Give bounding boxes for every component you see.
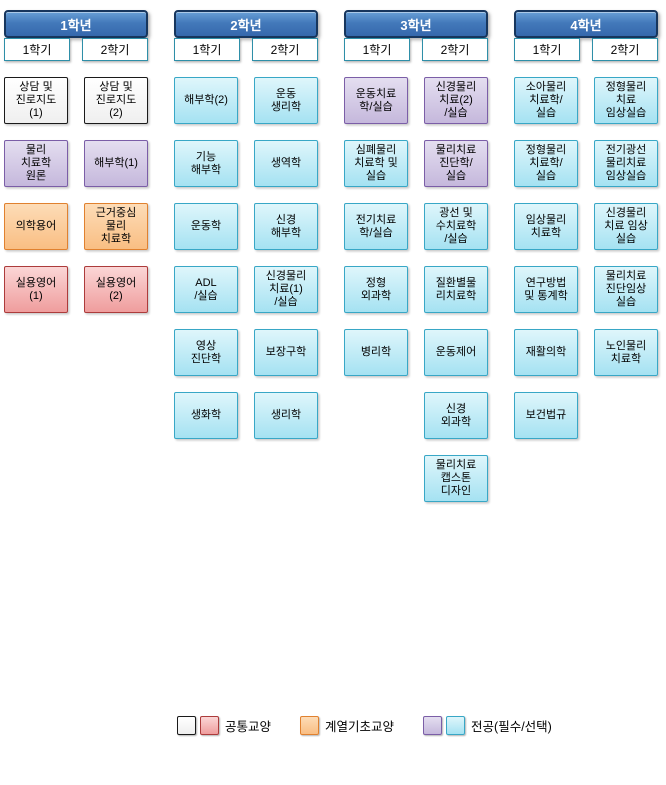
course-box: 신경 해부학 xyxy=(254,203,318,250)
year-3-column: 3학년 1학기 2학기 운동치료 학/실습 심폐물리 치료학 및 실습 전기치료… xyxy=(344,10,488,502)
year-4-column: 4학년 1학기 2학기 소아물리 치료학/ 실습 정형물리 치료학/ 실습 임상… xyxy=(514,10,658,439)
course-box: 의학용어 xyxy=(4,203,68,250)
course-box: 보건법규 xyxy=(514,392,578,439)
course-box: 기능 해부학 xyxy=(174,140,238,187)
course-box: 물리치료 진단임상 실습 xyxy=(594,266,658,313)
course-box: 전기광선 물리치료 임상실습 xyxy=(594,140,658,187)
year-1-header: 1학년 xyxy=(4,10,148,38)
year-3-semester-1-tab: 1학기 xyxy=(344,38,410,61)
course-box: 심폐물리 치료학 및 실습 xyxy=(344,140,408,187)
course-box: 운동치료 학/실습 xyxy=(344,77,408,124)
year-4-semester-tabs: 1학기 2학기 xyxy=(514,38,658,61)
course-box: 임상물리 치료학 xyxy=(514,203,578,250)
course-box: 물리치료 진단학/ 실습 xyxy=(424,140,488,187)
year-1-semester-1-tab: 1학기 xyxy=(4,38,70,61)
course-box: 연구방법 및 통계학 xyxy=(514,266,578,313)
course-box: 생역학 xyxy=(254,140,318,187)
legend-label: 전공(필수/선택) xyxy=(471,720,552,734)
course-box: 신경 외과학 xyxy=(424,392,488,439)
year-3-semester-2-tab: 2학기 xyxy=(422,38,488,61)
year-4-semester-2-tab: 2학기 xyxy=(592,38,658,61)
course-box: 신경물리 치료(1) /실습 xyxy=(254,266,318,313)
year-2-semester-2-courses: 운동 생리학 생역학 신경 해부학 신경물리 치료(1) /실습 보장구학 생리… xyxy=(254,77,318,439)
course-box: 질환별물 리치료학 xyxy=(424,266,488,313)
year-4-header: 4학년 xyxy=(514,10,658,38)
year-3-header: 3학년 xyxy=(344,10,488,38)
course-box: 운동학 xyxy=(174,203,238,250)
year-2-semester-1-tab: 1학기 xyxy=(174,38,240,61)
legend-swatch-common-white xyxy=(177,716,196,735)
year-3-semester-2-courses: 신경물리 치료(2) /실습 물리치료 진단학/ 실습 광선 및 수치료학 /실… xyxy=(424,77,488,502)
year-2-column: 2학년 1학기 2학기 해부학(2) 기능 해부학 운동학 ADL /실습 영상… xyxy=(174,10,318,439)
course-box: 재활의학 xyxy=(514,329,578,376)
year-4-semester-1-tab: 1학기 xyxy=(514,38,580,61)
course-box: 병리학 xyxy=(344,329,408,376)
legend: 공통교양 계열기초교양 전공(필수/선택) xyxy=(177,716,552,735)
year-2-semester-2-tab: 2학기 xyxy=(252,38,318,61)
course-box: 소아물리 치료학/ 실습 xyxy=(514,77,578,124)
course-box: 영상 진단학 xyxy=(174,329,238,376)
year-4-semester-1-courses: 소아물리 치료학/ 실습 정형물리 치료학/ 실습 임상물리 치료학 연구방법 … xyxy=(514,77,578,439)
year-3-semester-tabs: 1학기 2학기 xyxy=(344,38,488,61)
year-4-courses: 소아물리 치료학/ 실습 정형물리 치료학/ 실습 임상물리 치료학 연구방법 … xyxy=(514,77,658,439)
legend-swatch-basic-orange xyxy=(300,716,320,735)
course-box: 물리 치료학 원론 xyxy=(4,140,68,187)
course-box: 신경물리 치료(2) /실습 xyxy=(424,77,488,124)
course-box: ADL /실습 xyxy=(174,266,238,313)
year-1-courses: 상담 및 진로지도 (1) 물리 치료학 원론 의학용어 실용영어 (1) 상담… xyxy=(4,77,148,313)
course-box: 광선 및 수치료학 /실습 xyxy=(424,203,488,250)
course-box: 운동제어 xyxy=(424,329,488,376)
year-2-semester-tabs: 1학기 2학기 xyxy=(174,38,318,61)
legend-group-common: 공통교양 xyxy=(177,716,271,735)
course-box: 생리학 xyxy=(254,392,318,439)
course-box: 보장구학 xyxy=(254,329,318,376)
year-4-semester-2-courses: 정형물리 치료 임상실습 전기광선 물리치료 임상실습 신경물리 치료 임상 실… xyxy=(594,77,658,439)
course-box: 실용영어 (1) xyxy=(4,266,68,313)
year-2-semester-1-courses: 해부학(2) 기능 해부학 운동학 ADL /실습 영상 진단학 생화학 xyxy=(174,77,238,439)
course-box: 생화학 xyxy=(174,392,238,439)
course-box: 근거중심 물리 치료학 xyxy=(84,203,148,250)
legend-swatch-major-cyan xyxy=(446,716,466,735)
course-box: 실용영어 (2) xyxy=(84,266,148,313)
year-3-courses: 운동치료 학/실습 심폐물리 치료학 및 실습 전기치료 학/실습 정형 외과학… xyxy=(344,77,488,502)
year-1-semester-1-courses: 상담 및 진로지도 (1) 물리 치료학 원론 의학용어 실용영어 (1) xyxy=(4,77,68,313)
course-box: 물리치료 캡스톤 디자인 xyxy=(424,455,488,502)
course-box: 해부학(1) xyxy=(84,140,148,187)
legend-label: 계열기초교양 xyxy=(325,720,395,734)
legend-swatch-common-pink xyxy=(200,716,219,735)
course-box: 전기치료 학/실습 xyxy=(344,203,408,250)
year-1-column: 1학년 1학기 2학기 상담 및 진로지도 (1) 물리 치료학 원론 의학용어… xyxy=(4,10,148,313)
course-box: 정형 외과학 xyxy=(344,266,408,313)
legend-group-major: 전공(필수/선택) xyxy=(423,716,552,735)
year-1-semester-2-courses: 상담 및 진로지도 (2) 해부학(1) 근거중심 물리 치료학 실용영어 (2… xyxy=(84,77,148,313)
year-1-semester-2-tab: 2학기 xyxy=(82,38,148,61)
course-box: 정형물리 치료학/ 실습 xyxy=(514,140,578,187)
year-2-courses: 해부학(2) 기능 해부학 운동학 ADL /실습 영상 진단학 생화학 운동 … xyxy=(174,77,318,439)
course-box: 신경물리 치료 임상 실습 xyxy=(594,203,658,250)
course-box: 상담 및 진로지도 (2) xyxy=(84,77,148,124)
year-1-semester-tabs: 1학기 2학기 xyxy=(4,38,148,61)
course-box: 운동 생리학 xyxy=(254,77,318,124)
course-box: 상담 및 진로지도 (1) xyxy=(4,77,68,124)
course-box: 정형물리 치료 임상실습 xyxy=(594,77,658,124)
legend-group-basic: 계열기초교양 xyxy=(300,716,394,735)
course-box: 해부학(2) xyxy=(174,77,238,124)
year-2-header: 2학년 xyxy=(174,10,318,38)
year-3-semester-1-courses: 운동치료 학/실습 심폐물리 치료학 및 실습 전기치료 학/실습 정형 외과학… xyxy=(344,77,408,502)
course-box: 노인물리 치료학 xyxy=(594,329,658,376)
legend-label: 공통교양 xyxy=(225,720,272,734)
legend-swatch-major-purple xyxy=(423,716,443,735)
